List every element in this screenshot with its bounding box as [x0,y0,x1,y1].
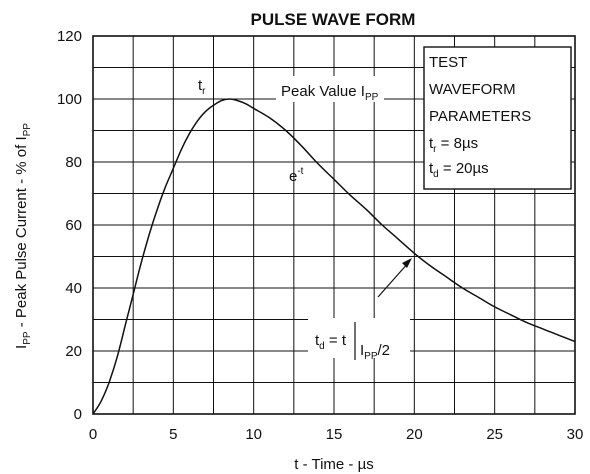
svg-text:Peak Value IPP: Peak Value IPP [281,83,379,103]
y-tick-label: 40 [65,280,82,297]
x-tick-labels: 0 5 10 15 20 25 30 [89,426,584,443]
y-tick-label: 120 [57,28,82,45]
legend-line-3: PARAMETERS [429,108,531,125]
x-tick-label: 25 [486,426,503,443]
annotation-decay: e-t [289,166,304,185]
x-tick-label: 20 [406,426,423,443]
y-tick-label: 80 [65,154,82,171]
svg-text:IPP/2: IPP/2 [360,342,390,362]
legend-box: TEST WAVEFORM PARAMETERS tr = 8µs td = 2… [423,46,572,190]
annotation-td-label: td = t IPP/2 [308,318,410,362]
annotation-td-arrow [377,258,412,298]
legend-tr: tr = 8µs [429,135,478,155]
legend-td: td = 20µs [429,160,489,180]
svg-text:td = t: td = t [315,332,347,352]
legend-line-1: TEST [429,54,467,71]
svg-text:tr: tr [198,77,206,97]
x-tick-label: 5 [169,426,177,443]
plot-frame [92,35,576,415]
y-tick-labels: 0 20 40 60 80 100 120 [57,28,82,423]
annotation-peak-value: Peak Value IPP [276,76,384,103]
x-tick-label: 10 [245,426,262,443]
y-tick-label: 20 [65,343,82,360]
svg-text:e-t: e-t [289,166,304,185]
x-tick-label: 30 [567,426,584,443]
x-tick-label: 0 [89,426,97,443]
annotation-tr: tr [198,77,206,97]
y-tick-label: 0 [74,406,82,423]
y-axis-label: IPP - Peak Pulse Current - % of IPP [13,123,33,349]
pulse-curve [92,98,576,415]
x-tick-label: 15 [326,426,343,443]
y-tick-label: 100 [57,91,82,108]
chart-title: PULSE WAVE FORM [251,10,416,29]
x-axis-label: t - Time - µs [294,456,373,473]
legend-line-2: WAVEFORM [429,81,516,98]
y-tick-label: 60 [65,217,82,234]
